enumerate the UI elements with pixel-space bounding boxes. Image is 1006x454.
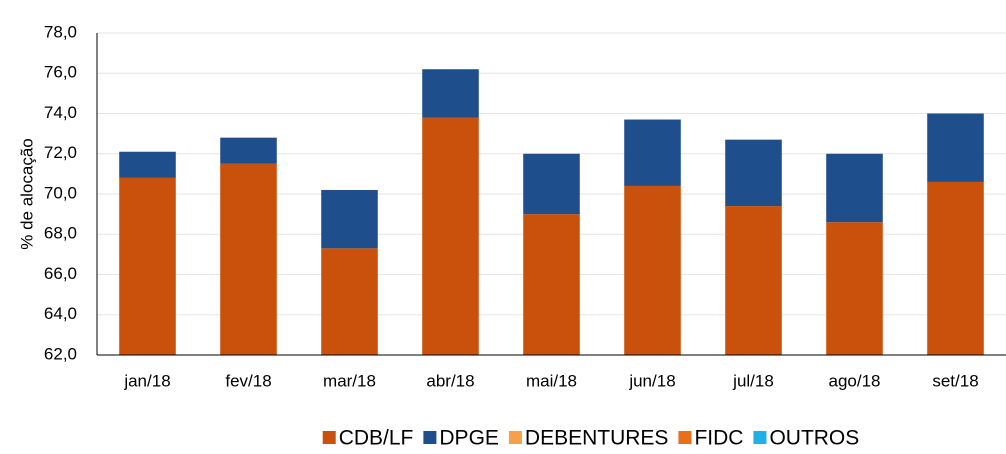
legend-label: DEBENTURES	[525, 427, 669, 450]
x-tick-label: mai/18	[526, 371, 577, 390]
x-tick-label: ago/18	[829, 371, 881, 390]
y-tick-label: 78,0	[44, 22, 77, 41]
x-tick-label: abr/18	[426, 371, 474, 390]
legend-swatch	[753, 431, 767, 444]
bar-segment	[119, 177, 176, 355]
legend-label: OUTROS	[769, 427, 859, 450]
bar-segment	[624, 119, 681, 186]
y-tick-label: 72,0	[44, 143, 77, 162]
bar-segment	[624, 185, 681, 355]
bar-segment	[220, 137, 277, 164]
y-tick-label: 66,0	[44, 264, 77, 283]
bar-segment	[422, 69, 479, 118]
y-tick-label: 74,0	[44, 103, 77, 122]
bar-segment	[927, 113, 984, 182]
legend-swatch	[678, 431, 692, 444]
x-tick-label: jun/18	[628, 371, 675, 390]
bar-segment	[523, 214, 580, 355]
bar-segment	[321, 248, 378, 355]
bar-segment	[220, 163, 277, 355]
y-tick-label: 70,0	[44, 183, 77, 202]
legend-swatch	[508, 431, 522, 444]
legend-label: DPGE	[439, 427, 499, 450]
legend-label: FIDC	[694, 427, 743, 450]
bar-segment	[927, 181, 984, 355]
bar-segment	[523, 153, 580, 215]
x-tick-label: jul/18	[732, 371, 774, 390]
x-tick-label: jan/18	[123, 371, 170, 390]
bar-segment	[725, 139, 782, 207]
bar-segment	[826, 153, 883, 223]
y-tick-label: 64,0	[44, 304, 77, 323]
legend-swatch	[423, 431, 437, 444]
y-tick-label: 62,0	[44, 344, 77, 363]
bar-segment	[422, 117, 479, 356]
bar-segment	[321, 189, 378, 249]
legend-swatch	[322, 431, 336, 444]
x-tick-label: fev/18	[225, 371, 271, 390]
bar-segment	[119, 151, 176, 178]
x-tick-label: set/18	[932, 371, 978, 390]
y-tick-label: 76,0	[44, 63, 77, 82]
x-tick-label: mar/18	[323, 371, 376, 390]
y-tick-label: 68,0	[44, 224, 77, 243]
legend-label: CDB/LF	[339, 427, 414, 450]
bar-segment	[725, 206, 782, 355]
y-axis-label: % de alocação	[17, 138, 36, 250]
bar-segment	[826, 222, 883, 355]
